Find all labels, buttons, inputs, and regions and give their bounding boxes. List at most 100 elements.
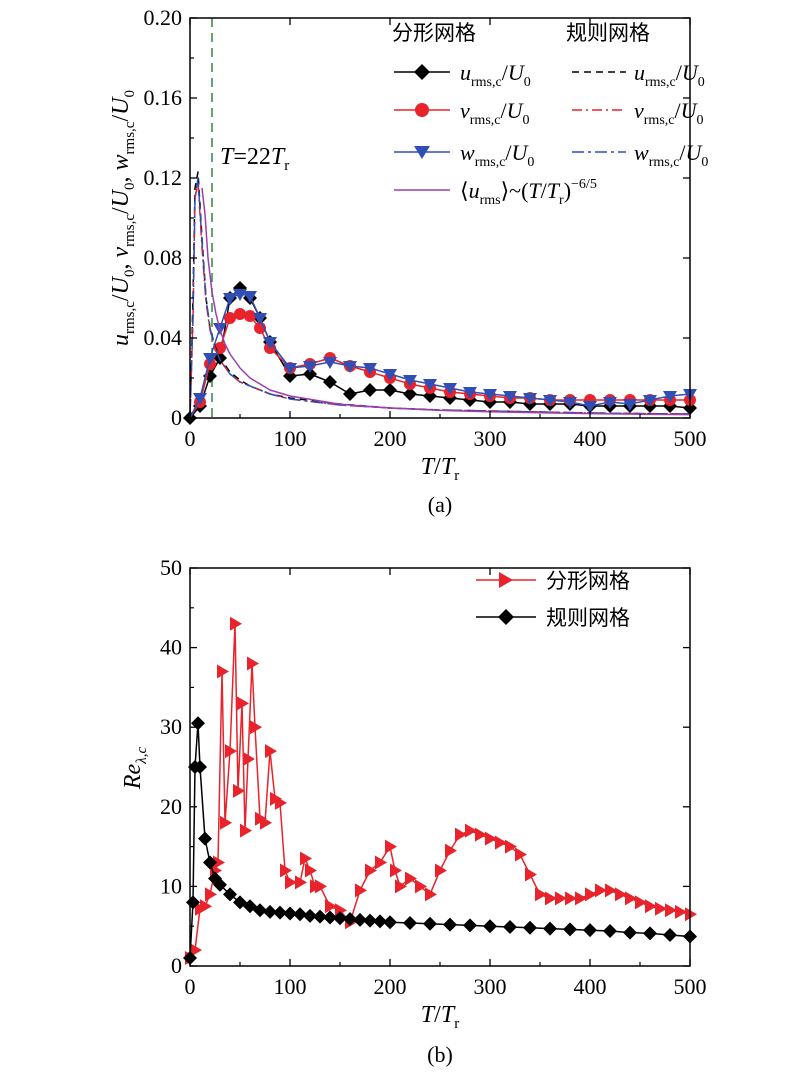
- data-point-series-0: [655, 901, 667, 916]
- x-tick-label: 0: [185, 426, 196, 451]
- panel-b-label: (b): [427, 1042, 453, 1067]
- data-point-series-2: [303, 361, 317, 373]
- data-point-series-1: [323, 910, 337, 925]
- data-point-series-1: [313, 909, 327, 924]
- data-point-series-1: [333, 911, 347, 926]
- x-tick-label: 400: [574, 974, 607, 999]
- data-point-series-0: [515, 847, 527, 862]
- data-point-series-0: [415, 879, 427, 894]
- x-tick-label: 0: [185, 974, 196, 999]
- legend-b-regular-label: 规则网格: [546, 606, 630, 630]
- data-point-series-0: [260, 815, 272, 830]
- y-tick-label: 50: [160, 555, 182, 580]
- data-point-series-0: [220, 815, 232, 830]
- x-tick-label: 200: [374, 974, 407, 999]
- data-point-series-0: [635, 895, 647, 910]
- data-point-series-0: [375, 855, 387, 870]
- series-line-1: [189, 722, 691, 959]
- data-point-series-0: [365, 863, 377, 878]
- data-point-series-0: [343, 387, 357, 401]
- data-point-series-0: [685, 907, 697, 922]
- data-point-series-0: [405, 871, 417, 886]
- series-line-0: [189, 622, 691, 959]
- y-tick-label: 30: [160, 714, 182, 739]
- data-point-series-2: [423, 379, 437, 391]
- data-point-series-2: [663, 391, 677, 403]
- y-tick-label: 40: [160, 635, 182, 660]
- legend-b-fractal-marker: [499, 572, 513, 588]
- data-point-series-1: [273, 905, 287, 920]
- x-tick-label: 500: [674, 974, 707, 999]
- y-tick-label: 0.08: [144, 245, 183, 270]
- legend-powerlaw-label: ⟨urms⟩~(T/Tr)−6/5: [460, 177, 597, 208]
- panel-a-plot-area: [183, 18, 697, 425]
- x-tick-label: 300: [474, 974, 507, 999]
- data-point-series-0: [495, 835, 507, 850]
- data-point-series-0: [230, 616, 242, 631]
- data-point-series-0: [247, 656, 259, 671]
- data-point-series-1: [244, 310, 256, 322]
- data-point-series-0: [205, 887, 217, 902]
- x-tick-label: 100: [274, 426, 307, 451]
- data-point-series-1: [234, 308, 246, 320]
- data-point-series-1: [303, 908, 317, 923]
- data-point-series-1: [603, 923, 617, 938]
- data-point-series-1: [293, 907, 307, 922]
- y-tick-label: 20: [160, 794, 182, 819]
- data-point-series-2: [193, 393, 207, 405]
- series-line-6: [201, 187, 691, 416]
- data-point-series-2: [323, 357, 337, 369]
- data-point-series-1: [253, 903, 267, 918]
- legend-fractal-u-label: urms,c/U0: [460, 60, 531, 90]
- panel-a-ylabel: urms,c/U0, vrms,c/U0, wrms,c/U0: [108, 90, 138, 346]
- data-point-series-0: [403, 387, 417, 401]
- data-point-series-0: [455, 827, 467, 842]
- data-point-series-0: [383, 383, 397, 397]
- data-point-series-1: [423, 916, 437, 931]
- panel-a-label: (a): [428, 492, 452, 517]
- panel-b-plot-area: [183, 616, 697, 966]
- y-tick-label: 0.20: [144, 5, 183, 30]
- data-point-series-0: [425, 887, 437, 902]
- data-point-series-1: [198, 831, 212, 846]
- data-point-series-0: [565, 891, 577, 906]
- data-point-series-1: [563, 922, 577, 937]
- panel-b-legend: 分形网格 规则网格: [476, 569, 630, 630]
- panel-a-ticks: 0 100 200 300 400 500 0 0.04 0.08 0.12 0.16 0.20: [144, 5, 707, 451]
- data-point-series-0: [385, 839, 397, 854]
- data-point-series-2: [643, 395, 657, 407]
- data-point-series-2: [583, 401, 597, 413]
- data-point-series-0: [295, 875, 307, 890]
- data-point-series-2: [403, 375, 417, 387]
- data-point-series-2: [543, 395, 557, 407]
- data-point-series-2: [463, 387, 477, 399]
- data-point-series-1: [663, 927, 677, 942]
- data-point-series-1: [623, 925, 637, 940]
- data-point-series-0: [275, 795, 287, 810]
- data-point-series-1: [373, 914, 387, 929]
- panel-a-xlabel: T/Tr: [421, 454, 459, 484]
- data-point-series-0: [395, 879, 407, 894]
- data-point-series-1: [213, 877, 227, 892]
- legend-fractal-u-marker: [414, 64, 430, 80]
- data-point-series-1: [643, 926, 657, 941]
- data-point-series-1: [203, 855, 217, 870]
- legend-fractal-v-label: vrms,c/U0: [460, 98, 530, 128]
- data-point-series-0: [217, 664, 229, 679]
- data-point-series-1: [191, 716, 205, 731]
- data-point-series-2: [523, 393, 537, 405]
- data-point-series-2: [253, 313, 267, 325]
- series-line-4: [189, 181, 691, 419]
- data-point-series-0: [243, 752, 255, 767]
- data-point-series-0: [305, 863, 317, 878]
- x-tick-label: 500: [674, 426, 707, 451]
- data-point-series-0: [485, 831, 497, 846]
- data-point-series-1: [263, 904, 277, 919]
- data-point-series-2: [563, 397, 577, 409]
- legend-header-fractal: 分形网格: [392, 21, 476, 45]
- series-line-3: [189, 171, 691, 419]
- x-tick-label: 400: [574, 426, 607, 451]
- data-point-series-0: [475, 827, 487, 842]
- data-point-series-0: [615, 887, 627, 902]
- data-point-series-1: [443, 917, 457, 932]
